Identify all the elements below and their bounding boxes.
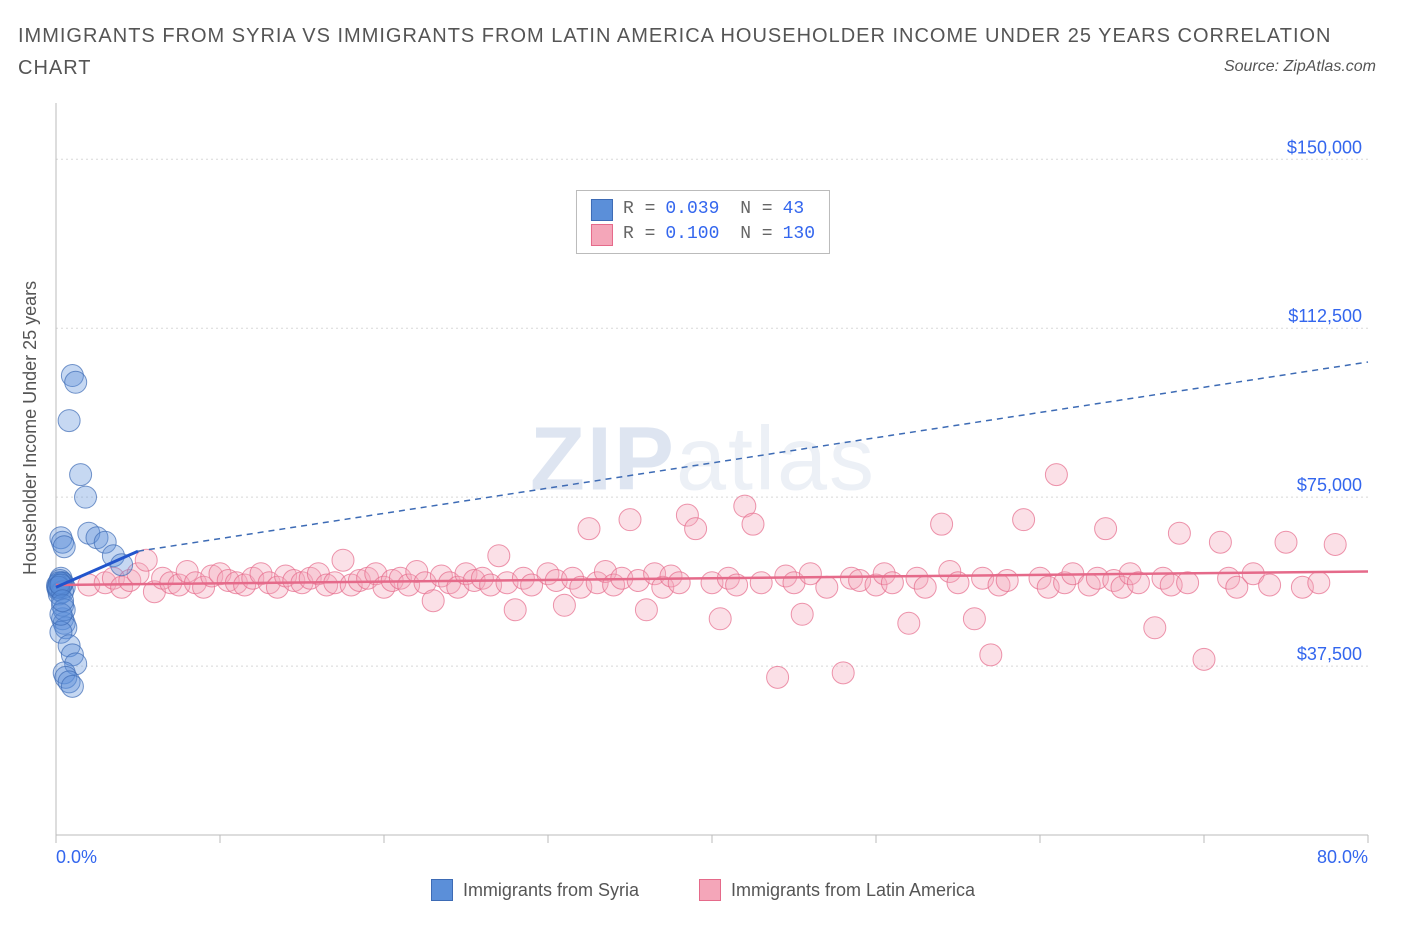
legend-label-latam: Immigrants from Latin America	[731, 880, 975, 901]
legend-swatch-syria-2	[431, 879, 453, 901]
legend-swatch-latam	[591, 224, 613, 246]
source-attribution: Source: ZipAtlas.com	[1224, 58, 1376, 76]
legend-swatch-syria	[591, 199, 613, 221]
n-value-latam: 130	[783, 222, 815, 247]
svg-text:80.0%: 80.0%	[1317, 847, 1368, 867]
svg-text:$112,500: $112,500	[1288, 306, 1362, 326]
chart-title: IMMIGRANTS FROM SYRIA VS IMMIGRANTS FROM…	[18, 20, 1388, 84]
stats-legend: R = 0.039 N = 43 R = 0.100 N = 130	[576, 190, 830, 254]
r-value-latam: 0.100	[665, 222, 719, 247]
r-value-syria: 0.039	[665, 197, 719, 222]
series-legend: Immigrants from Syria Immigrants from La…	[18, 879, 1388, 901]
svg-text:$37,500: $37,500	[1297, 644, 1362, 664]
stats-row-latam: R = 0.100 N = 130	[591, 222, 815, 247]
legend-item-latam: Immigrants from Latin America	[699, 879, 975, 901]
y-axis-title: Householder Income Under 25 years	[20, 281, 41, 575]
svg-text:0.0%: 0.0%	[56, 847, 97, 867]
svg-text:$75,000: $75,000	[1297, 475, 1362, 495]
legend-label-syria: Immigrants from Syria	[463, 880, 639, 901]
n-value-syria: 43	[783, 197, 805, 222]
svg-text:$150,000: $150,000	[1287, 137, 1362, 157]
legend-swatch-latam-2	[699, 879, 721, 901]
legend-item-syria: Immigrants from Syria	[431, 879, 639, 901]
stats-row-syria: R = 0.039 N = 43	[591, 197, 815, 222]
chart-container: Householder Income Under 25 years ZIPatl…	[18, 95, 1388, 905]
